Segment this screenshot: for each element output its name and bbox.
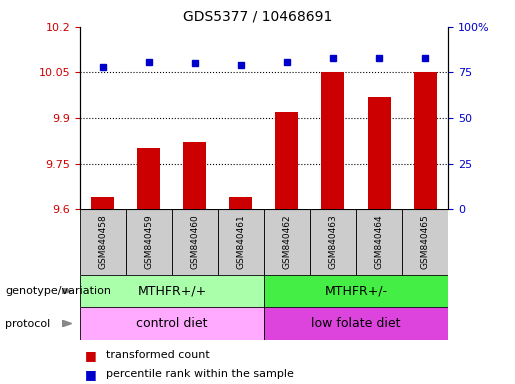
Text: protocol: protocol bbox=[5, 318, 50, 329]
Bar bbox=[138, 149, 160, 209]
Polygon shape bbox=[62, 320, 72, 327]
Text: transformed count: transformed count bbox=[106, 350, 209, 360]
Bar bbox=[310, 209, 356, 275]
Bar bbox=[229, 197, 252, 209]
Text: control diet: control diet bbox=[136, 317, 208, 330]
Text: ■: ■ bbox=[85, 368, 97, 381]
Bar bbox=[183, 142, 207, 209]
Bar bbox=[368, 97, 390, 209]
Text: GSM840463: GSM840463 bbox=[329, 215, 337, 269]
Text: low folate diet: low folate diet bbox=[311, 317, 401, 330]
Bar bbox=[321, 73, 345, 209]
Text: MTHFR+/-: MTHFR+/- bbox=[324, 285, 388, 297]
Text: GSM840460: GSM840460 bbox=[191, 215, 199, 269]
Bar bbox=[80, 209, 126, 275]
Text: genotype/variation: genotype/variation bbox=[5, 286, 111, 296]
Text: GSM840459: GSM840459 bbox=[144, 215, 153, 269]
Text: GSM840465: GSM840465 bbox=[421, 215, 430, 269]
Bar bbox=[264, 275, 448, 307]
Bar bbox=[264, 209, 310, 275]
Bar bbox=[80, 275, 264, 307]
Bar bbox=[264, 307, 448, 340]
Text: GSM840462: GSM840462 bbox=[282, 215, 291, 269]
Bar bbox=[276, 112, 299, 209]
Text: ■: ■ bbox=[85, 349, 97, 362]
Bar bbox=[91, 197, 114, 209]
Text: GSM840464: GSM840464 bbox=[374, 215, 384, 269]
Bar bbox=[414, 73, 437, 209]
Bar bbox=[402, 209, 448, 275]
Polygon shape bbox=[62, 288, 72, 294]
Bar bbox=[80, 307, 264, 340]
Text: GSM840458: GSM840458 bbox=[98, 215, 107, 269]
Bar bbox=[356, 209, 402, 275]
Bar bbox=[172, 209, 218, 275]
Bar bbox=[126, 209, 172, 275]
Bar bbox=[218, 209, 264, 275]
Text: MTHFR+/+: MTHFR+/+ bbox=[138, 285, 207, 297]
Text: GSM840461: GSM840461 bbox=[236, 215, 246, 269]
Text: GDS5377 / 10468691: GDS5377 / 10468691 bbox=[183, 10, 332, 23]
Text: percentile rank within the sample: percentile rank within the sample bbox=[106, 369, 294, 379]
